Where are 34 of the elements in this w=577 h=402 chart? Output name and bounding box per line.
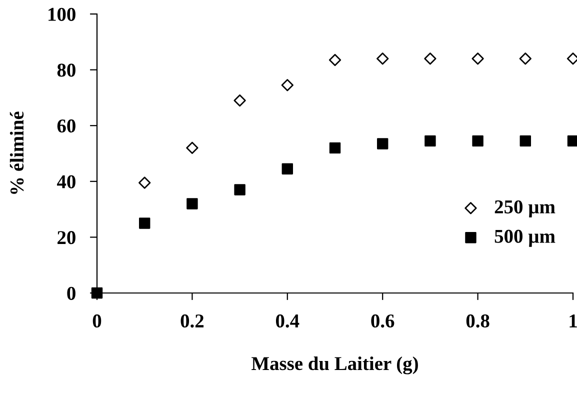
x-tick-label: 0.8: [466, 314, 490, 328]
point: [424, 52, 436, 65]
point: [138, 176, 151, 189]
point: [376, 52, 389, 65]
point: [138, 218, 150, 229]
y-tick-label: 0: [67, 286, 76, 300]
point: [376, 138, 388, 150]
point: [472, 52, 484, 65]
point: [424, 135, 436, 147]
x-axis-title: Masse du Laitier (g): [252, 356, 418, 374]
point: [328, 54, 342, 66]
x-tick-label: 0: [92, 314, 102, 328]
point: [186, 142, 198, 154]
y-tick-label: 40: [56, 175, 76, 188]
point: [520, 135, 532, 147]
point: [186, 198, 198, 210]
x-tick-label: 0.2: [180, 314, 204, 328]
point: [329, 142, 341, 154]
point: [234, 94, 246, 107]
point: [472, 135, 484, 147]
x-tick-label: 1: [570, 314, 577, 328]
y-tick-label: 20: [58, 231, 76, 244]
point: [234, 184, 246, 196]
point: [282, 163, 294, 174]
y-tick-label: 60: [57, 119, 76, 133]
y-tick-label: 80: [57, 64, 76, 77]
y-tick-label: 100: [48, 8, 76, 21]
y-axis-title: % éliminé: [10, 112, 24, 194]
x-tick-label: 0.4: [276, 314, 300, 328]
point: [519, 52, 532, 65]
x-tick-label: 0.6: [371, 314, 394, 328]
point: [281, 79, 294, 92]
legend-label: 250 µm: [494, 200, 556, 218]
legend-label: 500 µm: [494, 230, 556, 247]
